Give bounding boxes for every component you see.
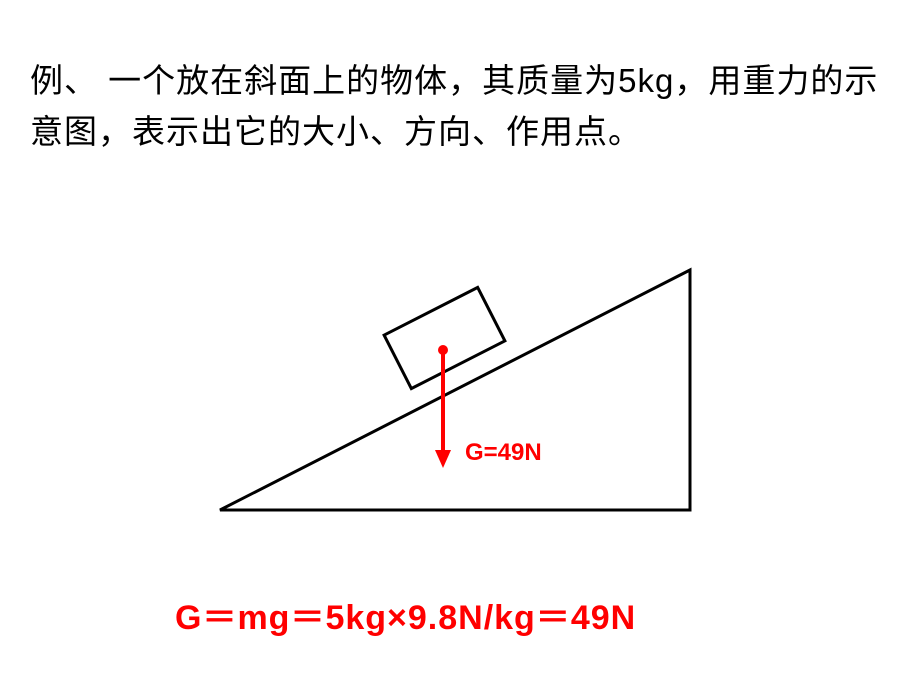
slide-page: 例、 一个放在斜面上的物体，其质量为5kg，用重力的示意图，表示出它的大小、方向… xyxy=(0,0,920,690)
gravity-arrowhead xyxy=(435,450,451,468)
solution-formula: G＝mg＝5kg×9.8N/kg＝49N xyxy=(175,590,636,639)
incline-diagram: G=49N xyxy=(190,240,730,540)
force-label: G=49N xyxy=(465,439,542,466)
problem-statement: 例、 一个放在斜面上的物体，其质量为5kg，用重力的示意图，表示出它的大小、方向… xyxy=(30,55,900,157)
incline-triangle xyxy=(220,270,690,510)
